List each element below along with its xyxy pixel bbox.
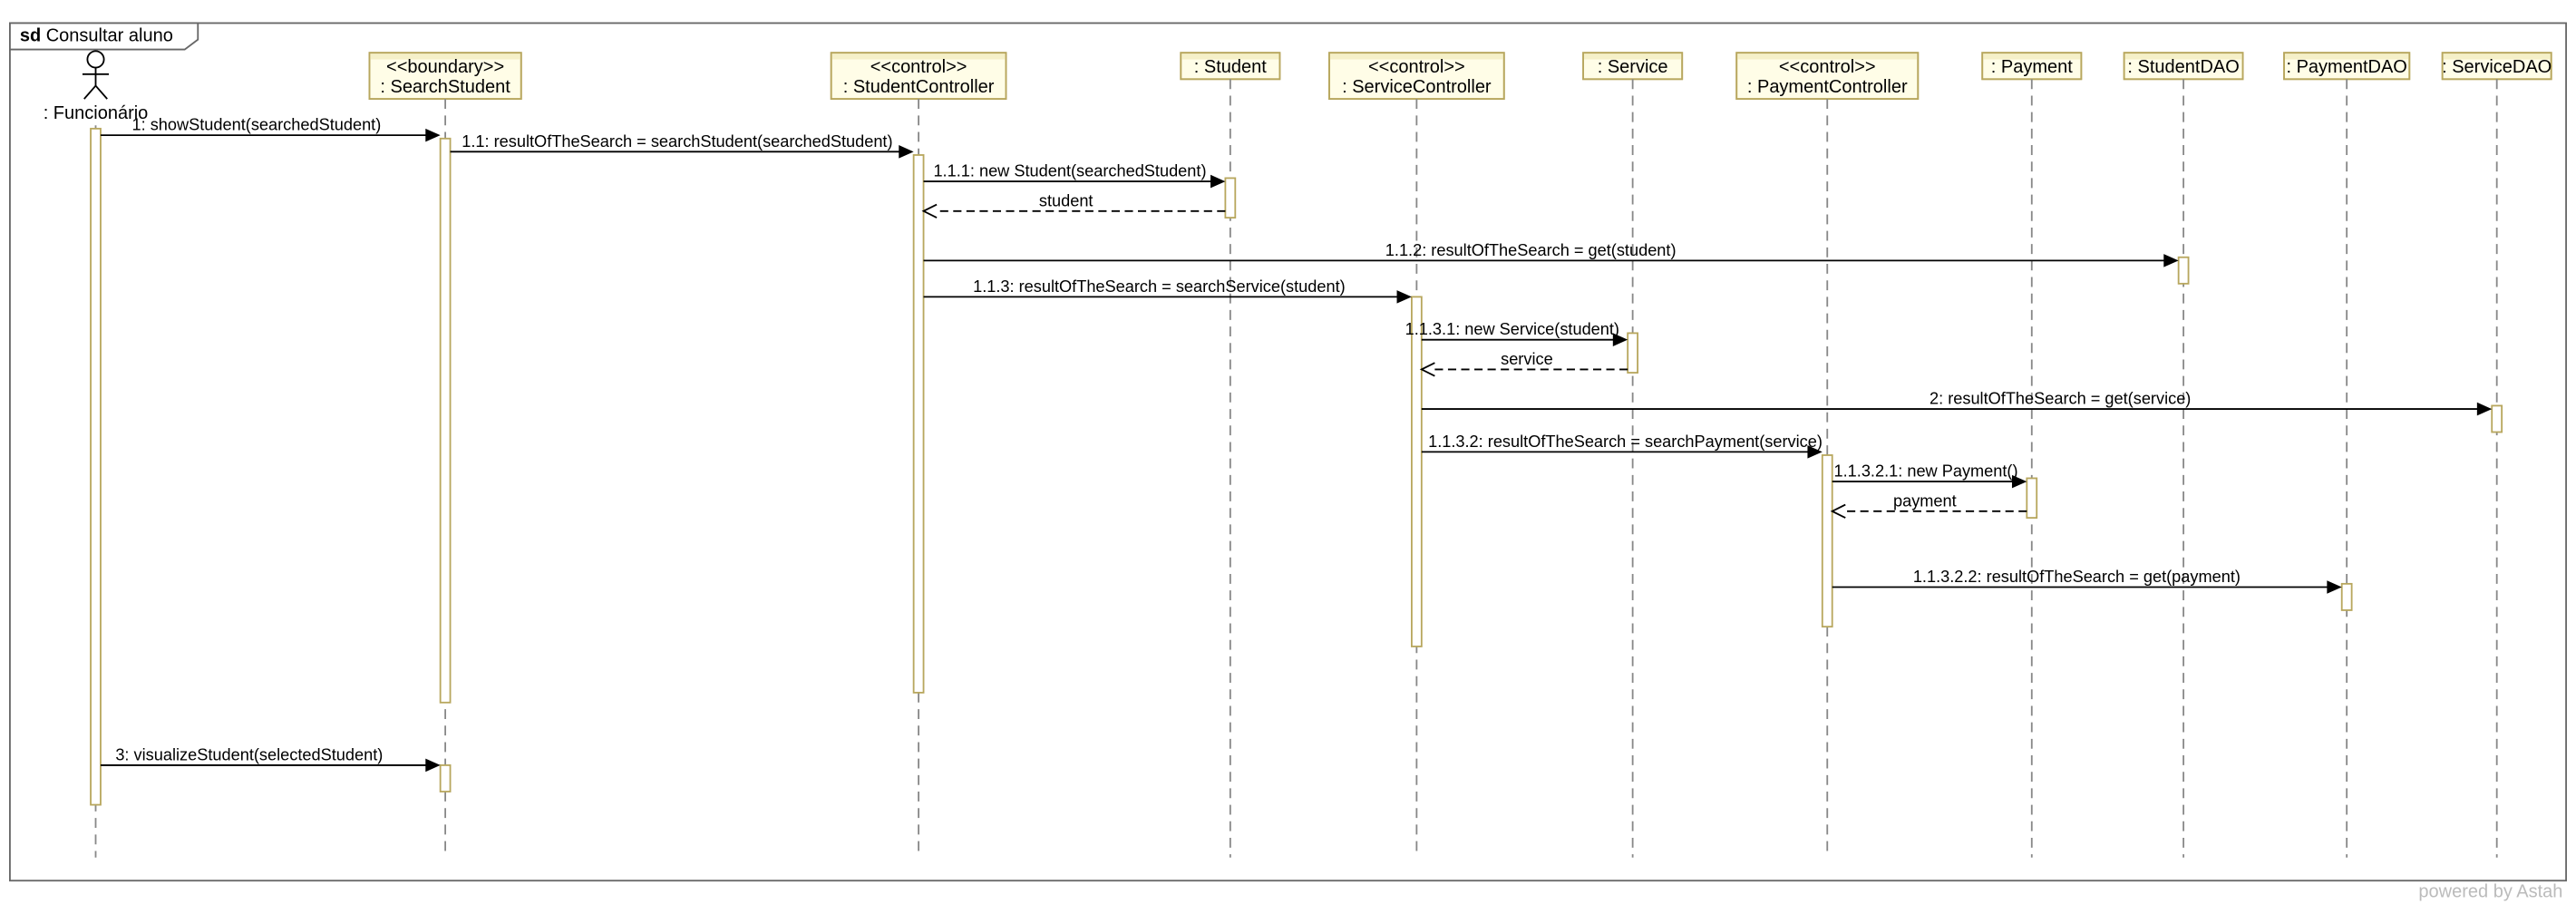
message-label-7: service [1501,350,1553,368]
lifeline-stereotype-payctrl: <<control>> [1779,57,1876,77]
activation-10 [2492,405,2502,432]
message-label-1: 1.1: resultOfTheSearch = searchStudent(s… [462,132,892,151]
arrowhead-12 [2327,580,2341,594]
arrowhead-0 [425,129,440,142]
arrowhead-3 [924,205,938,219]
message-label-13: 3: visualizeStudent(selectedStudent) [115,745,383,763]
message-label-0: 1: showStudent(searchedStudent) [132,116,382,134]
arrowhead-2 [1210,175,1225,189]
activation-11 [441,765,451,792]
arrowhead-4 [2163,254,2178,267]
lifeline-stereotype-search: <<boundary>> [386,57,504,77]
message-label-3: student [1039,191,1094,209]
activation-2 [914,155,924,693]
lifeline-name-svcctrl: : ServiceController [1342,77,1492,97]
activation-5 [1628,333,1638,373]
lifeline-name-stuctrl: : StudentController [843,77,995,97]
lifeline-stereotype-stuctrl: <<control>> [870,57,967,77]
activation-3 [1225,178,1235,218]
message-label-12: 1.1.3.2.2: resultOfTheSearch = get(payme… [1913,568,2241,586]
lifeline-name-paydao: : PaymentDAO [2286,57,2406,77]
lifeline-stereotype-svcctrl: <<control>> [1368,57,1465,77]
lifeline-name-studao: : StudentDAO [2127,57,2239,77]
message-label-8: 2: resultOfTheSearch = get(service) [1930,390,2191,408]
arrowhead-1 [899,145,913,159]
message-label-11: payment [1893,491,1957,510]
activation-7 [2027,478,2036,518]
sequence-diagram: sd Consultar aluno : Funcionário <<bound… [0,0,2576,904]
activation-8 [2179,258,2189,284]
watermark: powered by Astah [2418,881,2562,901]
activation-9 [2342,584,2352,610]
arrowhead-11 [1832,505,1846,519]
arrowhead-5 [1397,290,1412,304]
message-label-6: 1.1.3.1: new Service(student) [1405,320,1619,338]
activation-4 [1412,296,1422,646]
frame-title: sd Consultar aluno [20,25,173,45]
lifeline-name-svcdao: : ServiceDAO [2442,57,2552,77]
lifeline-name-payment: : Payment [1991,57,2073,77]
lifeline-name-payctrl: : PaymentController [1747,77,1908,97]
message-label-2: 1.1.1: new Student(searchedStudent) [933,162,1206,180]
message-label-9: 1.1.3.2: resultOfTheSearch = searchPayme… [1428,433,1823,451]
lifeline-name-student: : Student [1194,57,1268,77]
activation-0 [91,129,101,805]
arrowhead-7 [1422,363,1435,376]
arrowhead-13 [425,759,440,773]
message-label-10: 1.1.3.2.1: new Payment() [1834,462,2018,481]
message-label-5: 1.1.3: resultOfTheSearch = searchService… [973,277,1346,296]
activation-6 [1823,455,1832,627]
lifeline-name-search: : SearchStudent [380,77,510,97]
arrowhead-8 [2477,403,2492,416]
message-label-4: 1.1.2: resultOfTheSearch = get(student) [1385,241,1677,259]
activation-1 [441,139,451,703]
lifeline-name-service: : Service [1598,57,1668,77]
